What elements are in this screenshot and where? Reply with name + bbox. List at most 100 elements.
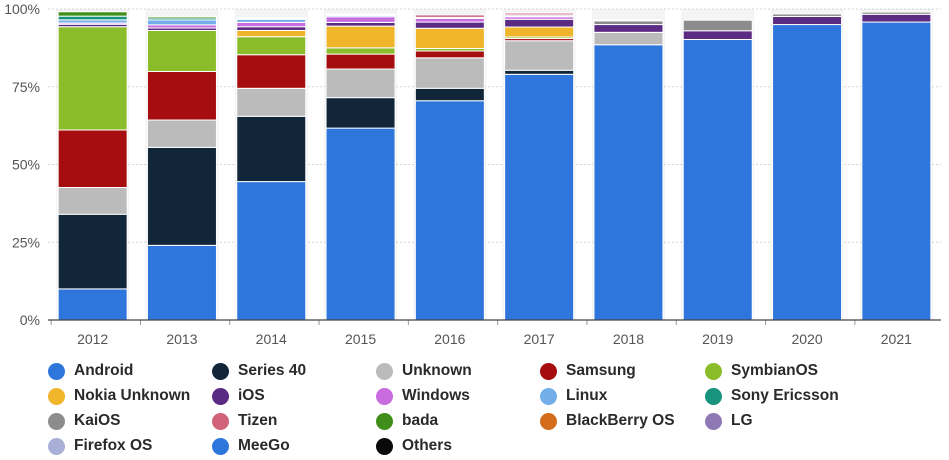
bar-segment-tizen <box>504 12 575 16</box>
legend-marker <box>705 412 722 430</box>
bar-segment-ios <box>504 18 575 28</box>
bar-segment-samsung <box>57 129 128 189</box>
bar-segment-series-40 <box>414 87 485 102</box>
bar-segment-windows <box>414 17 485 23</box>
legend-label: Windows <box>402 387 470 404</box>
legend-label: bada <box>402 412 439 429</box>
legend-label: Android <box>74 362 134 379</box>
bar-segment-windows <box>325 16 396 23</box>
bar-segment-unknown <box>504 40 575 71</box>
legend-item[interactable]: KaiOS <box>48 411 121 431</box>
legend-label: Unknown <box>402 362 472 379</box>
bar-segment-samsung <box>325 53 396 70</box>
x-tick-label: 2021 <box>881 331 912 347</box>
x-tick-label: 2016 <box>434 331 465 347</box>
bar-segment-ios <box>772 15 843 26</box>
legend-label: Samsung <box>566 362 636 379</box>
bar-segment-android <box>682 38 753 321</box>
legend-item[interactable]: Windows <box>376 386 470 406</box>
legend-item[interactable]: Others <box>376 436 452 456</box>
bar-segment-nokia-unknown <box>325 25 396 49</box>
legend-marker <box>705 387 722 405</box>
bar-segment-android <box>504 73 575 321</box>
bar-segment-tizen <box>593 19 664 22</box>
legend-item[interactable]: BlackBerry OS <box>540 411 675 431</box>
legend-item[interactable]: MeeGo <box>212 436 290 456</box>
bar-segment-series-40 <box>325 97 396 129</box>
legend-label: Nokia Unknown <box>74 387 191 404</box>
bar-segment-nokia-unknown <box>236 29 307 38</box>
bar-segment-ios <box>414 21 485 29</box>
legend-marker <box>540 412 557 430</box>
bar-segment-ios <box>682 30 753 40</box>
legend-item[interactable]: SymbianOS <box>705 361 818 381</box>
bar-segment-series-40 <box>57 213 128 290</box>
legend-label: Others <box>402 437 452 454</box>
legend-label: Sony Ericsson <box>731 387 839 404</box>
legend-label: SymbianOS <box>731 362 818 379</box>
legend-item[interactable]: Firefox OS <box>48 436 152 456</box>
legend-marker <box>540 362 557 380</box>
bar-segment-android <box>861 21 932 321</box>
legend-item[interactable]: Samsung <box>540 361 636 381</box>
bar-segment-sony-ericsson <box>57 15 128 21</box>
legend-item[interactable]: Series 40 <box>212 361 306 381</box>
legend-item[interactable]: LG <box>705 411 753 431</box>
legend-item[interactable]: Unknown <box>376 361 472 381</box>
bar-segment-symbianos <box>325 47 396 55</box>
legend-marker <box>212 437 229 455</box>
bar-segment-android <box>325 127 396 321</box>
legend-marker <box>376 387 393 405</box>
legend-label: MeeGo <box>238 437 290 454</box>
legend-item[interactable]: Sony Ericsson <box>705 386 839 406</box>
legend-item[interactable]: iOS <box>212 386 265 406</box>
legend-label: BlackBerry OS <box>566 412 675 429</box>
legend-marker <box>376 412 393 430</box>
legend-marker <box>376 362 393 380</box>
legend-item[interactable]: Android <box>48 361 133 381</box>
bar-segment-unknown <box>414 57 485 89</box>
legend-item[interactable]: Tizen <box>212 411 277 431</box>
bar-segment-windows <box>236 21 307 28</box>
legend-marker <box>705 362 722 380</box>
bar-segment-tizen <box>325 13 396 16</box>
y-tick-label: 0% <box>20 312 40 328</box>
x-tick-label: 2015 <box>345 331 376 347</box>
bar-segment-series-40 <box>236 115 307 183</box>
bar-segment-samsung <box>146 71 217 121</box>
bar-segment-samsung <box>414 50 485 59</box>
legend-marker <box>212 412 229 430</box>
bar-segment-ios <box>236 26 307 31</box>
bar-segment-ios <box>325 21 396 27</box>
bar-segment-symbianos <box>57 26 128 131</box>
bar-segment-samsung <box>236 54 307 89</box>
legend-item[interactable]: bada <box>376 411 438 431</box>
stacked-bar-chart: 0% 25% 50% 75% 100% 2012 2013 2014 2015 2016 2017 2… <box>4 1 941 347</box>
x-tick-label: 2013 <box>166 331 197 347</box>
x-tick-label: 2020 <box>791 331 822 347</box>
y-tick-label: 75% <box>12 79 40 95</box>
bar-segment-nokia-unknown <box>504 26 575 38</box>
x-tick-label: 2014 <box>256 331 287 347</box>
bar-segment-kaios <box>861 11 932 15</box>
bar-segment-series-40 <box>504 69 575 75</box>
legend-label: iOS <box>238 387 265 404</box>
bar-segment-bada <box>146 15 217 19</box>
legend-marker <box>212 362 229 380</box>
legend-item[interactable]: Nokia Unknown <box>48 386 190 406</box>
bar-segment-bada <box>57 11 128 17</box>
bar-segment-symbianos <box>146 29 217 73</box>
bar-segment-unknown <box>325 68 396 99</box>
legend-item[interactable]: Linux <box>540 386 607 406</box>
bar-segment-nokia-unknown <box>414 27 485 49</box>
bar-segment-kaios <box>682 19 753 32</box>
legend-marker <box>212 387 229 405</box>
legend-marker <box>376 437 393 455</box>
bar-segment-unknown <box>146 119 217 148</box>
bar-segment-android <box>146 244 217 321</box>
legend-label: Tizen <box>238 412 278 429</box>
legend-label: Series 40 <box>238 362 307 379</box>
x-tick-label: 2017 <box>524 331 555 347</box>
bar-segment-android <box>236 181 307 321</box>
